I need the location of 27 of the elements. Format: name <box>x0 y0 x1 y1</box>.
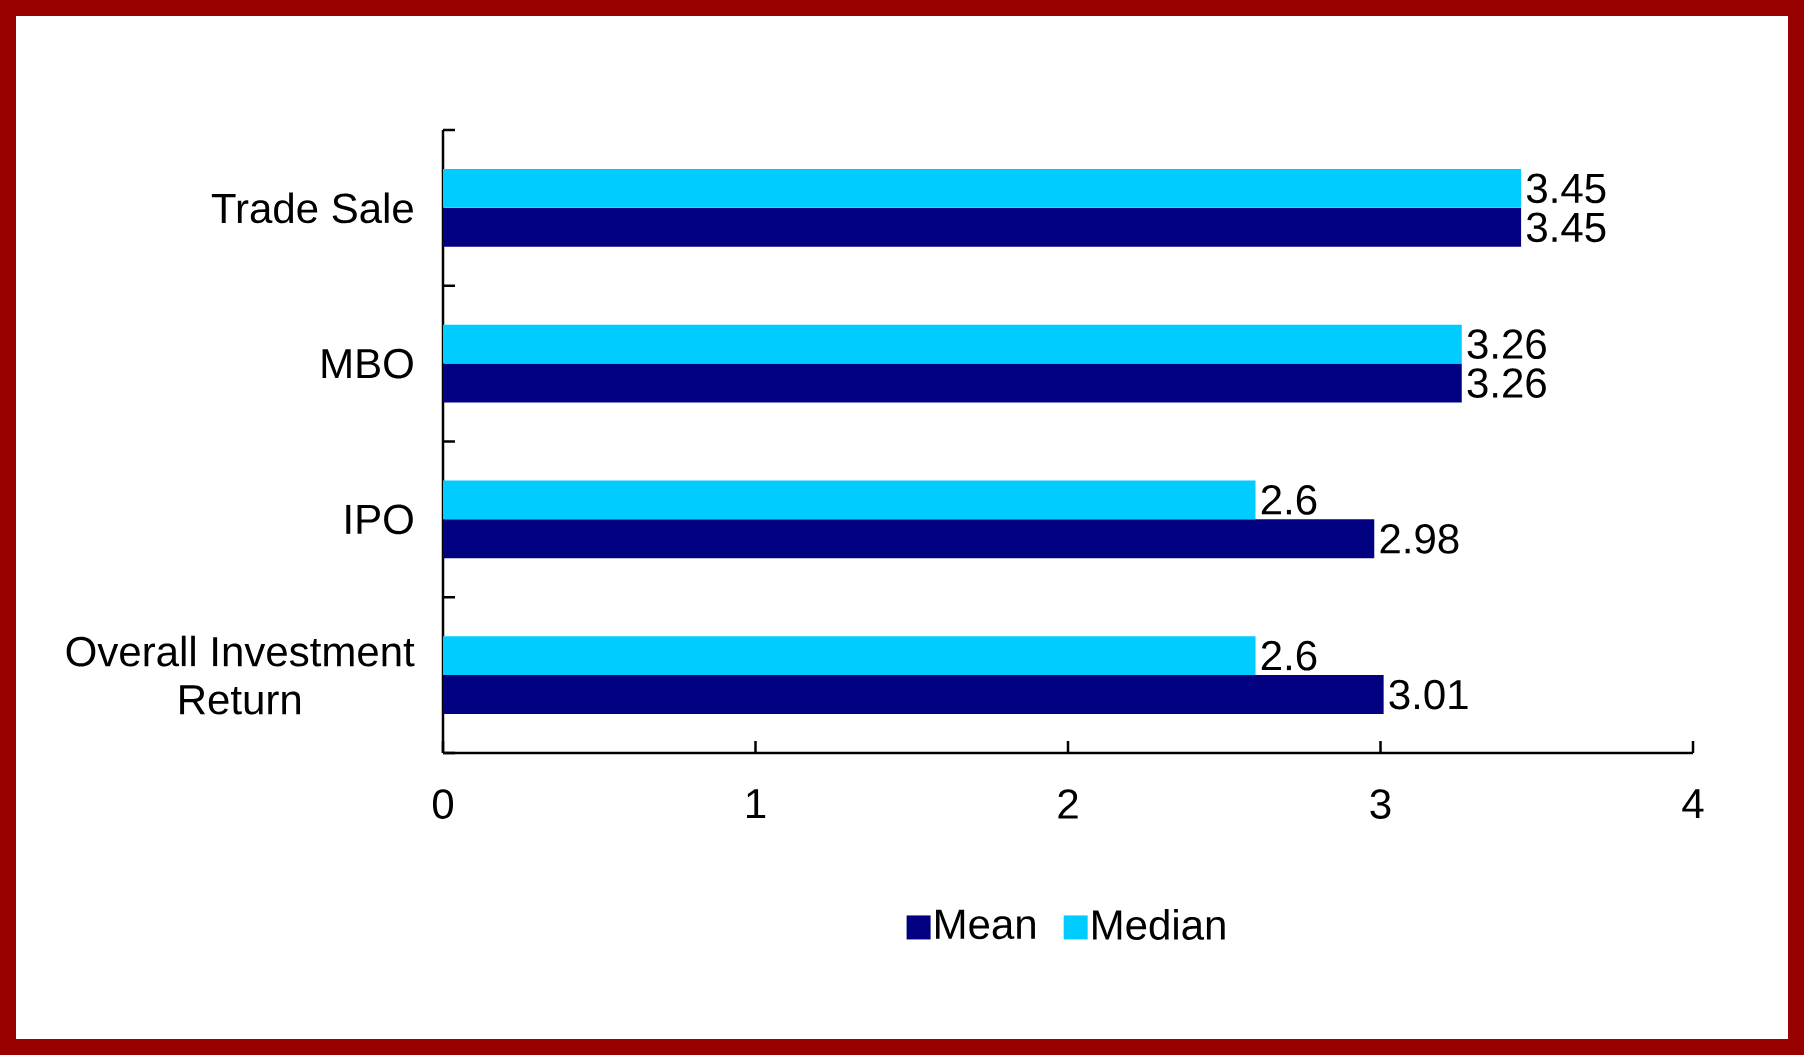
y-tick-label: MBO <box>322 348 413 379</box>
bar <box>443 519 1375 559</box>
x-tick-label: 4 <box>1682 789 1704 819</box>
bar <box>443 636 1256 676</box>
data-label: 3.45 <box>1526 212 1606 243</box>
legend-label: Median <box>1093 909 1225 940</box>
bar <box>443 207 1522 247</box>
data-label: 3.26 <box>1467 329 1546 360</box>
bar <box>443 363 1462 403</box>
x-tick-label: 2 <box>1058 789 1078 819</box>
data-label: 2.98 <box>1380 523 1459 554</box>
data-label: 3.45 <box>1526 173 1606 204</box>
x-tick-label: 0 <box>432 789 454 819</box>
data-label: 2.6 <box>1261 485 1317 515</box>
bar <box>443 675 1384 715</box>
bar <box>443 324 1462 364</box>
bar <box>443 480 1256 520</box>
y-tick-label: Trade Sale <box>211 192 413 224</box>
data-label: 3.26 <box>1467 368 1546 398</box>
y-tick-label: Overall Investment Return <box>66 635 415 715</box>
data-label: 3.01 <box>1389 679 1468 710</box>
data-label: 2.6 <box>1261 640 1317 671</box>
y-tick-label: IPO <box>346 504 413 535</box>
x-tick-label: 3 <box>1370 789 1391 819</box>
bar <box>443 168 1522 208</box>
x-tick-label: 1 <box>747 789 766 819</box>
legend-label: Mean <box>936 909 1035 940</box>
